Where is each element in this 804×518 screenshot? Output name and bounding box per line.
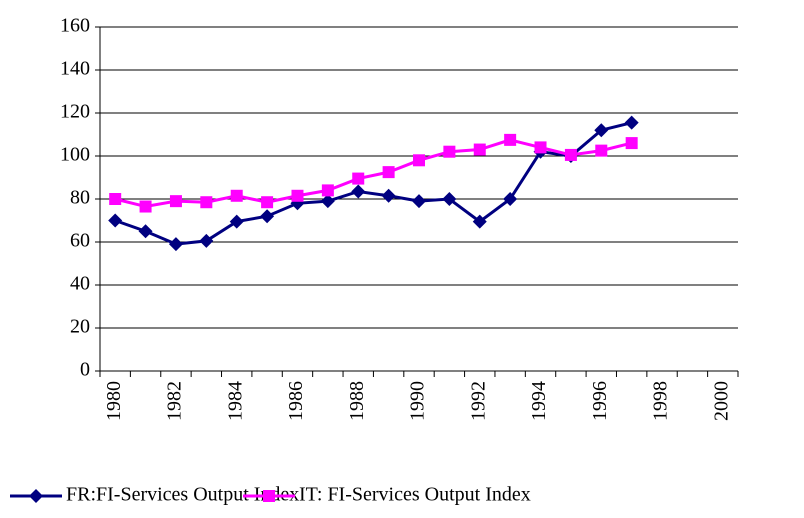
- x-tick-label: 1998: [650, 381, 672, 421]
- point: [381, 188, 396, 203]
- legend-marker: [29, 489, 43, 503]
- y-tick-label: 100: [60, 144, 90, 166]
- point: [624, 115, 639, 130]
- point: [413, 154, 425, 167]
- point: [321, 184, 334, 197]
- point: [382, 166, 395, 179]
- point: [352, 172, 365, 185]
- x-tick-label: 1980: [103, 381, 125, 421]
- point: [138, 224, 153, 239]
- series-line: [114, 138, 633, 209]
- x-tick-label: 1982: [164, 381, 186, 421]
- point: [442, 192, 457, 206]
- point: [139, 200, 152, 213]
- point: [443, 145, 456, 158]
- y-tick-label: 120: [60, 101, 90, 123]
- point: [168, 237, 183, 252]
- point: [503, 192, 518, 206]
- point: [472, 214, 487, 229]
- point: [595, 144, 608, 157]
- y-tick-label: 60: [70, 230, 90, 252]
- point: [625, 137, 638, 150]
- y-tick-label: 0: [80, 359, 90, 381]
- point: [261, 196, 274, 209]
- y-tick-label: 80: [70, 187, 90, 209]
- x-tick-label: 1992: [467, 381, 489, 421]
- point: [108, 213, 123, 228]
- legend-marker: [263, 490, 275, 502]
- point: [351, 184, 366, 199]
- y-tick-label: 20: [70, 316, 90, 338]
- point: [291, 189, 304, 202]
- point: [412, 194, 426, 209]
- point: [229, 214, 244, 229]
- point: [320, 194, 335, 209]
- x-tick-label: 1984: [224, 381, 246, 421]
- point: [534, 141, 547, 154]
- x-tick-label: 1986: [285, 381, 307, 421]
- point: [199, 233, 214, 248]
- point: [564, 148, 577, 161]
- point: [260, 209, 275, 224]
- x-tick-label: 2000: [710, 381, 732, 421]
- legend-label: FR:FI-Services Output Index: [66, 484, 299, 506]
- x-tick-label: 1996: [589, 381, 611, 421]
- legend-item: FR:FI-Services Output Index: [10, 484, 299, 506]
- point: [200, 196, 213, 209]
- series-line: [114, 121, 633, 246]
- y-tick-label: 140: [60, 58, 90, 80]
- point: [504, 133, 517, 146]
- point: [473, 143, 486, 156]
- y-tick-label: 40: [70, 273, 90, 295]
- point: [169, 195, 182, 208]
- legend-label: IT: FI-Services Output Index: [299, 484, 531, 506]
- x-tick-label: 1994: [528, 381, 550, 421]
- point: [594, 123, 609, 138]
- legend-item: IT: FI-Services Output Index: [243, 484, 531, 506]
- y-tick-label: 160: [60, 15, 90, 37]
- point: [230, 189, 243, 202]
- x-tick-label: 1990: [407, 381, 429, 421]
- x-tick-label: 1988: [346, 381, 368, 421]
- point: [109, 193, 122, 205]
